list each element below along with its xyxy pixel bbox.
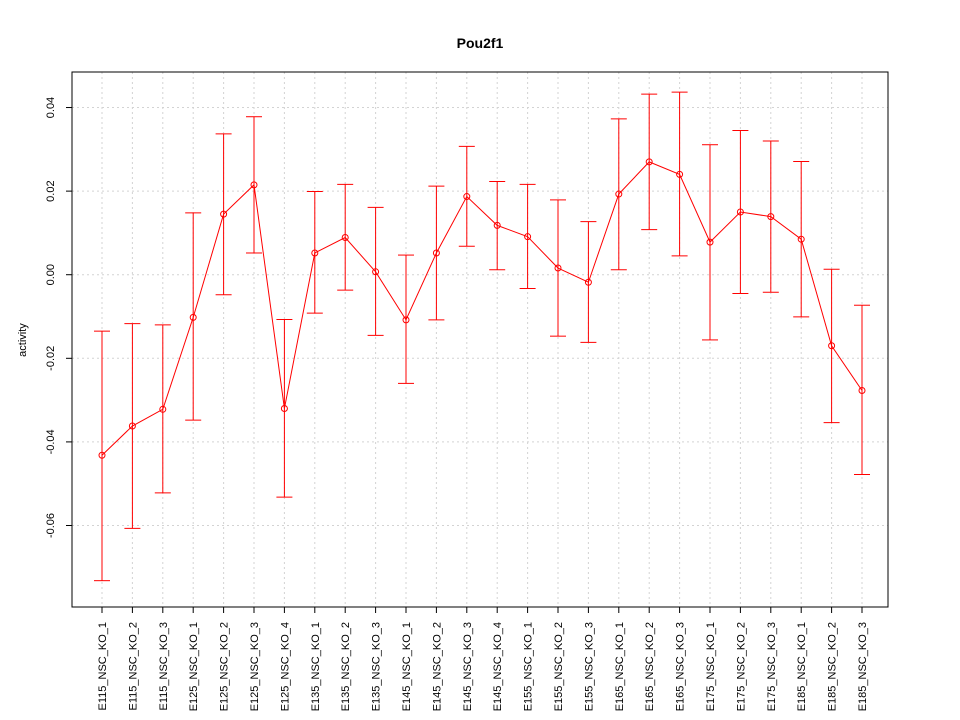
data-point (706, 238, 714, 246)
data-point (584, 278, 592, 286)
y-tick-label: -0.04 (45, 429, 57, 454)
data-point (98, 451, 106, 459)
x-tick-label: E185_NSC_KO_2 (827, 622, 839, 711)
data-point (311, 249, 319, 257)
x-tick-label: E135_NSC_KO_2 (340, 622, 352, 711)
x-tick-label: E125_NSC_KO_1 (188, 622, 200, 711)
y-tick-label: -0.06 (45, 513, 57, 538)
x-tick-label: E115_NSC_KO_1 (97, 622, 109, 710)
data-point (736, 208, 744, 216)
data-point (858, 386, 866, 394)
x-tick-label: E155_NSC_KO_2 (553, 622, 565, 711)
x-tick-label: E125_NSC_KO_3 (249, 622, 261, 711)
x-tick-label: E175_NSC_KO_3 (766, 622, 778, 711)
x-tick-label: E145_NSC_KO_4 (492, 622, 504, 711)
data-point (615, 190, 623, 198)
axes: -0.06 -0.04 -0.02 0.00 0.02 0.04 E115_NSC_KO_1… (45, 97, 869, 711)
y-tick-label: -0.02 (45, 346, 57, 371)
x-tick-label: E165_NSC_KO_1 (614, 622, 626, 711)
data-point (220, 210, 228, 218)
data-point (524, 233, 532, 241)
data-point (189, 313, 197, 321)
x-tick-label: E135_NSC_KO_1 (310, 622, 322, 711)
y-tick-label: 0.00 (45, 264, 57, 285)
data-point (493, 221, 501, 229)
x-tick-label: E165_NSC_KO_2 (644, 622, 656, 711)
data-point (341, 234, 349, 242)
x-tick-label: E145_NSC_KO_3 (462, 622, 474, 711)
data-point (280, 404, 288, 412)
chart-title: Pou2f1 (457, 35, 504, 51)
x-tick-label: E175_NSC_KO_2 (735, 622, 747, 711)
x-tick-label: E125_NSC_KO_2 (219, 622, 231, 711)
x-tick-label: E145_NSC_KO_2 (431, 622, 443, 711)
data-point (676, 170, 684, 178)
x-tick-label: E115_NSC_KO_2 (127, 622, 139, 710)
y-axis-label: activity (17, 323, 29, 357)
x-tick-label: E185_NSC_KO_3 (857, 622, 869, 711)
x-tick-label: E175_NSC_KO_1 (705, 622, 717, 711)
series (94, 91, 870, 582)
x-tick-label: E185_NSC_KO_1 (796, 622, 808, 711)
data-point (645, 158, 653, 166)
data-point (554, 264, 562, 272)
x-tick-label: E125_NSC_KO_4 (279, 622, 291, 711)
y-tick-label: 0.04 (45, 97, 57, 118)
data-point (159, 405, 167, 413)
data-point (797, 235, 805, 243)
data-point (767, 213, 775, 221)
grid (72, 72, 888, 607)
data-point (402, 316, 410, 324)
series-line (101, 161, 863, 456)
data-point (432, 249, 440, 257)
x-tick-label: E115_NSC_KO_3 (158, 622, 170, 710)
data-point (250, 181, 258, 189)
x-tick-label: E155_NSC_KO_1 (523, 622, 535, 711)
data-point (128, 422, 136, 430)
data-point (463, 193, 471, 201)
x-tick-label: E145_NSC_KO_1 (401, 622, 413, 711)
x-tick-label: E165_NSC_KO_3 (675, 622, 687, 711)
data-point (372, 268, 380, 276)
y-tick-label: 0.02 (45, 180, 57, 201)
x-tick-label: E155_NSC_KO_3 (583, 622, 595, 711)
plot-frame (71, 71, 889, 608)
x-tick-label: E135_NSC_KO_3 (371, 622, 383, 711)
data-point (828, 342, 836, 350)
